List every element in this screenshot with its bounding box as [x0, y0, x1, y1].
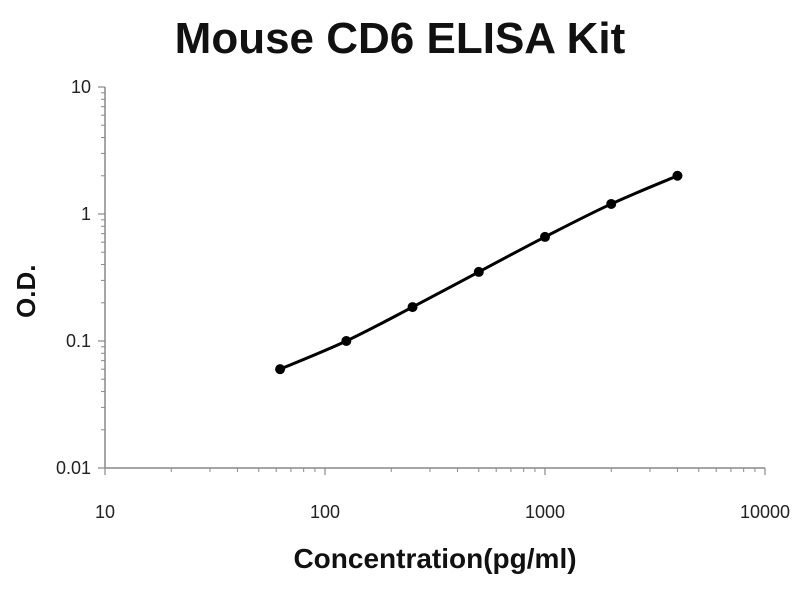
chart-title: Mouse CD6 ELISA Kit — [174, 14, 626, 63]
data-point — [540, 231, 550, 242]
data-point — [473, 266, 484, 277]
data-point — [275, 364, 286, 375]
y-tick-label: 0.01 — [56, 458, 91, 478]
x-tick-label: 1000 — [525, 502, 565, 522]
x-axis-label: Concentration(pg/ml) — [293, 543, 577, 574]
x-tick-label: 10 — [95, 502, 115, 522]
x-tick-label: 10000 — [740, 502, 790, 522]
x-tick-label: 100 — [310, 502, 340, 522]
data-point — [672, 170, 683, 181]
y-tick-label: 1 — [81, 204, 91, 224]
data-point — [407, 302, 418, 313]
y-tick-label: 0.1 — [66, 331, 91, 351]
data-point — [606, 198, 617, 209]
data-point — [341, 336, 352, 346]
y-tick-label: 10 — [71, 77, 91, 97]
